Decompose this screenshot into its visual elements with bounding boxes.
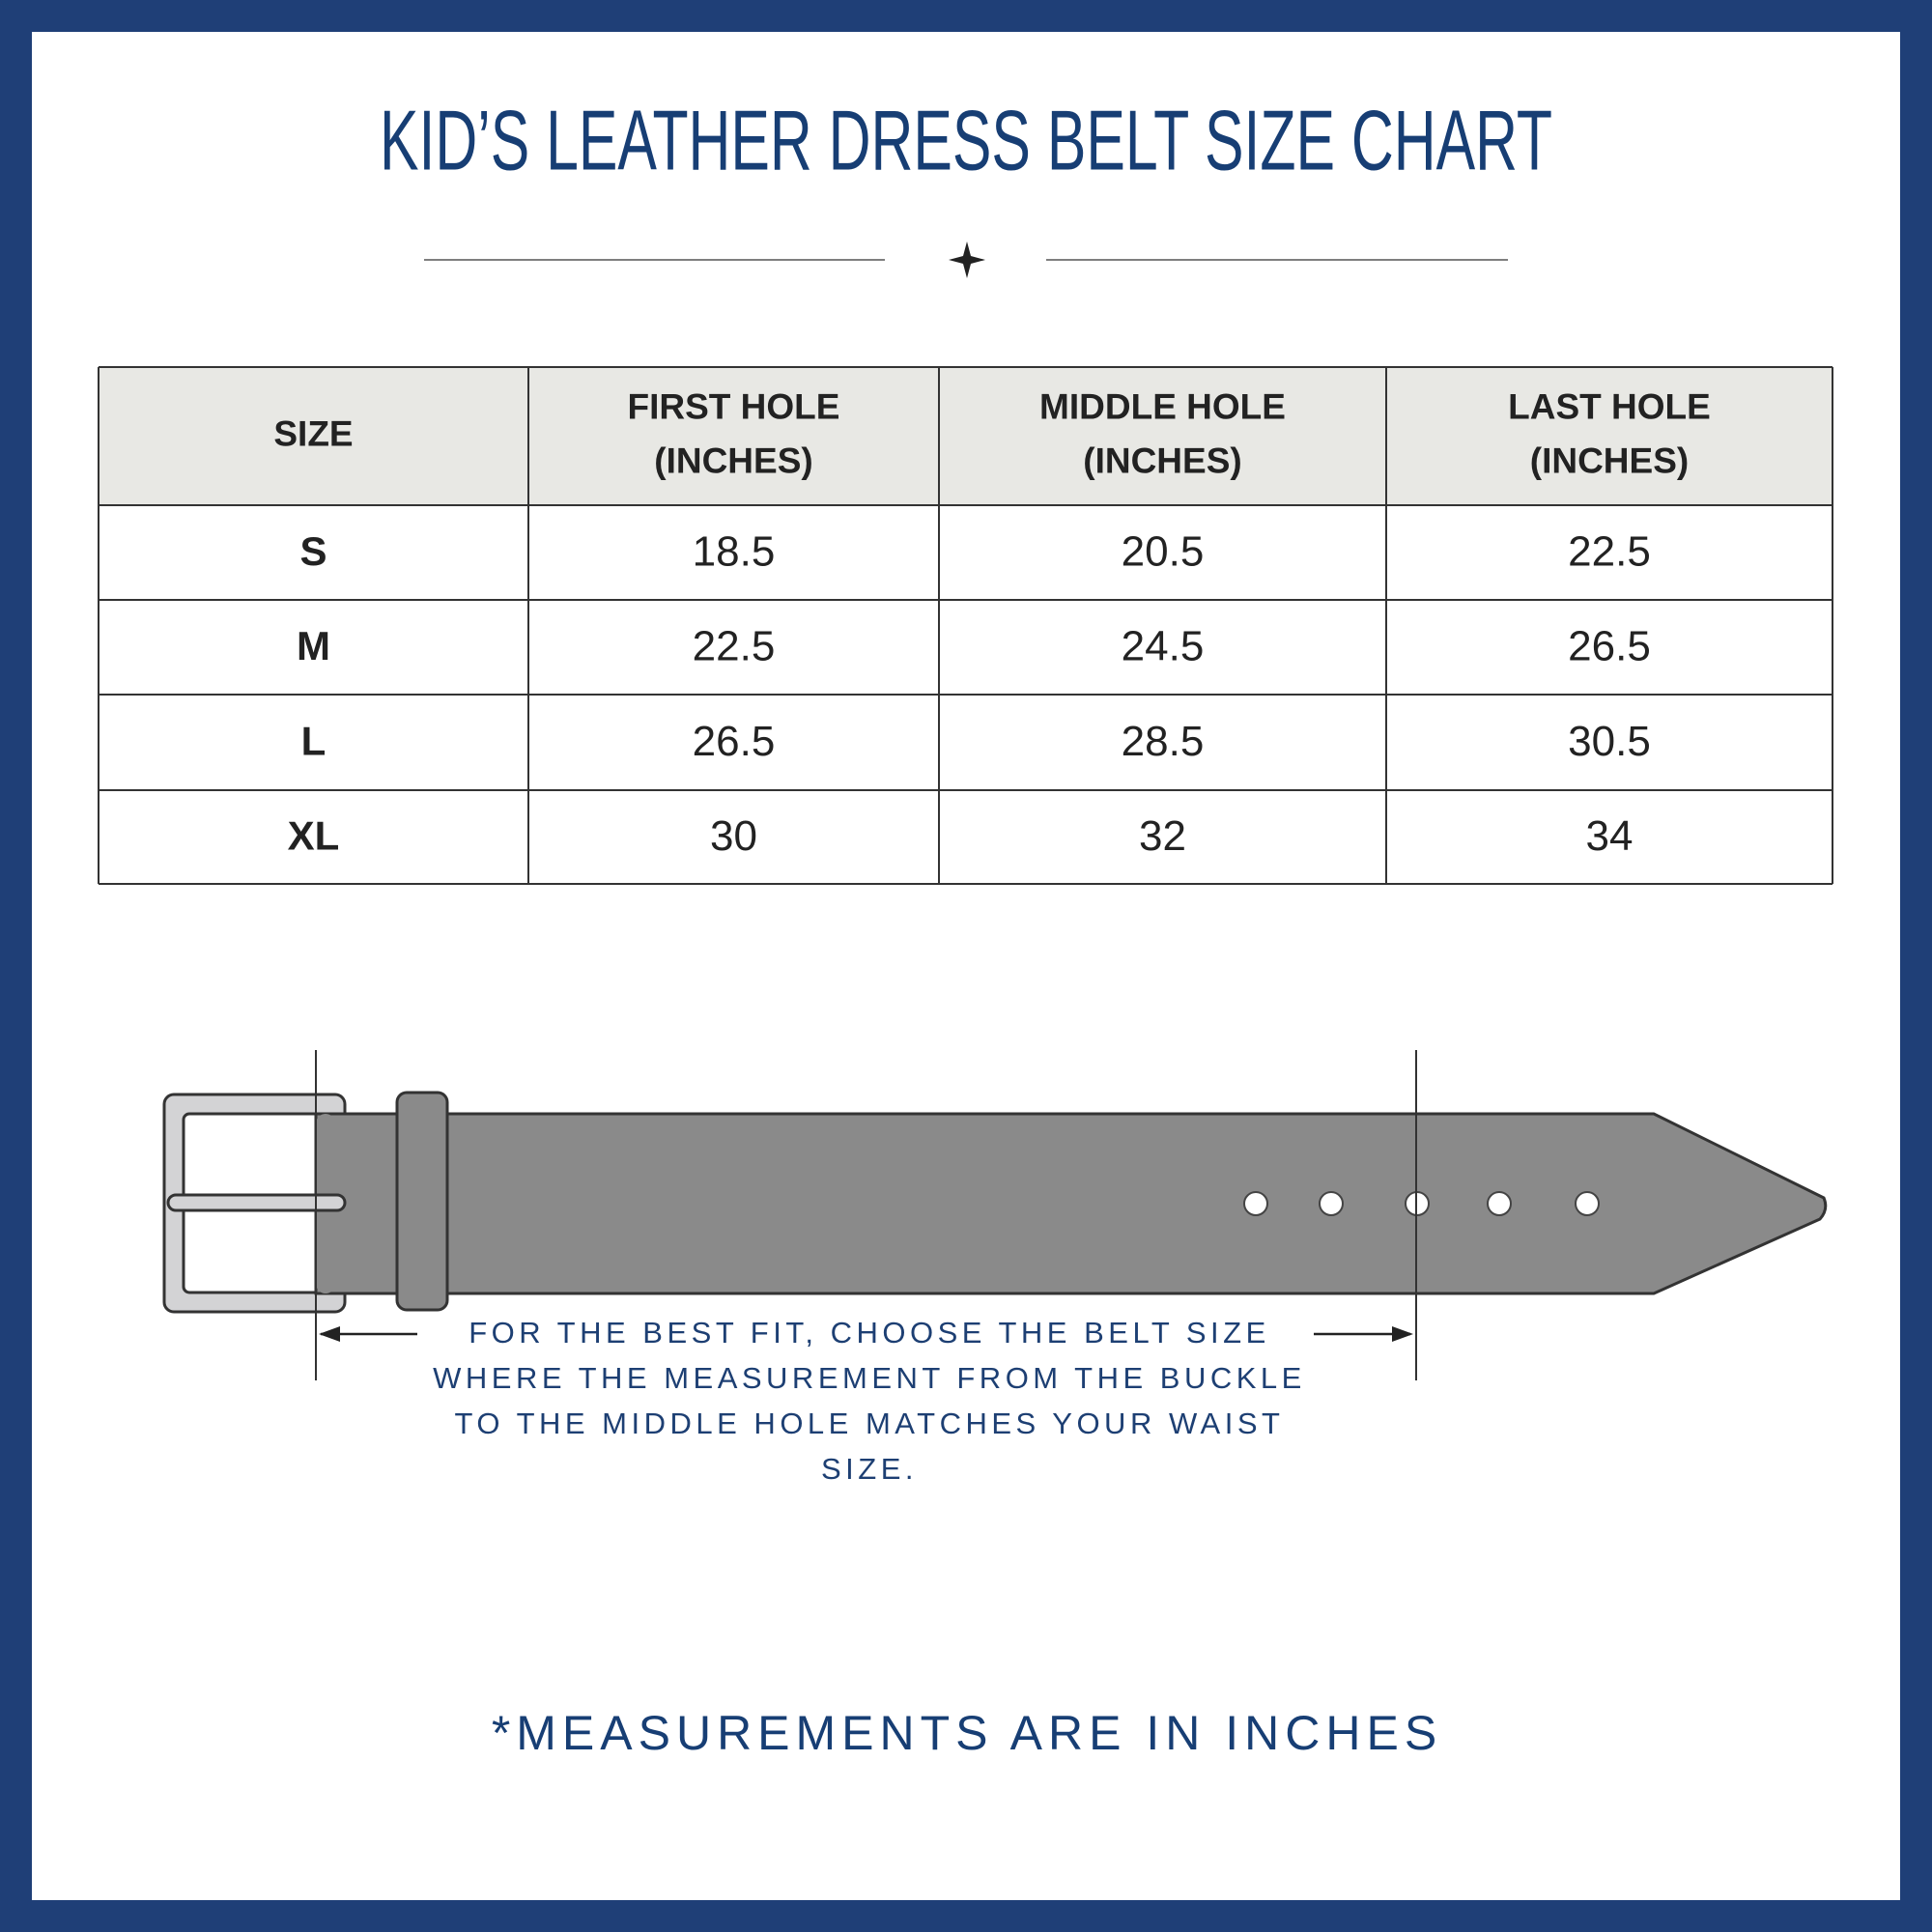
note-line: TO THE MIDDLE HOLE MATCHES YOUR WAIST xyxy=(455,1406,1285,1440)
size-label: M xyxy=(297,623,330,668)
column-header: MIDDLE HOLE xyxy=(1039,386,1286,426)
footer-note: *MEASUREMENTS ARE IN INCHES xyxy=(492,1706,1442,1760)
belt-hole xyxy=(1487,1191,1512,1216)
measurement: 26.5 xyxy=(693,718,776,765)
buckle-prong xyxy=(166,1193,347,1212)
measurement: 18.5 xyxy=(693,528,776,576)
measurement: 22.5 xyxy=(693,623,776,670)
title: KID’S LEATHER DRESS BELT SIZE CHART xyxy=(380,92,1552,187)
measurement: 30.5 xyxy=(1568,718,1651,765)
column-header: (INCHES) xyxy=(654,440,812,480)
column-header: LAST HOLE xyxy=(1508,386,1711,426)
size-label: L xyxy=(301,719,327,764)
measurement: 30 xyxy=(710,812,757,860)
measurement: 32 xyxy=(1139,812,1186,860)
note-line: SIZE. xyxy=(821,1452,918,1486)
measurement: 22.5 xyxy=(1568,528,1651,576)
belt-diagram xyxy=(162,1050,1828,1380)
arrow-head xyxy=(319,1326,340,1342)
column-header: (INCHES) xyxy=(1530,440,1689,480)
belt-loop xyxy=(395,1091,449,1312)
note-line: WHERE THE MEASUREMENT FROM THE BUCKLE xyxy=(433,1361,1306,1395)
belt-hole xyxy=(1243,1191,1268,1216)
size-label: S xyxy=(299,528,327,574)
belt-hole xyxy=(1575,1191,1600,1216)
header-row xyxy=(99,367,1833,505)
measurement: 28.5 xyxy=(1122,718,1205,765)
measurement: 26.5 xyxy=(1568,623,1651,670)
column-header: (INCHES) xyxy=(1083,440,1241,480)
measurement: 24.5 xyxy=(1122,623,1205,670)
size-table: SIZE FIRST HOLE (INCHES) MIDDLE HOLE (INCHES… xyxy=(98,366,1833,885)
column-header: FIRST HOLE xyxy=(628,386,840,426)
arrow-head xyxy=(1392,1326,1413,1342)
size-label: XL xyxy=(288,813,340,859)
measurement: 20.5 xyxy=(1122,528,1205,576)
panel xyxy=(32,32,1900,1900)
measurement: 34 xyxy=(1586,812,1634,860)
belt-hole xyxy=(1319,1191,1344,1216)
note-line: FOR THE BEST FIT, CHOOSE THE BELT SIZE xyxy=(469,1316,1270,1350)
fit-note: FOR THE BEST FIT, CHOOSE THE BELT SIZE WH… xyxy=(433,1316,1306,1486)
star-ornament xyxy=(949,242,985,278)
column-header: SIZE xyxy=(273,413,353,453)
